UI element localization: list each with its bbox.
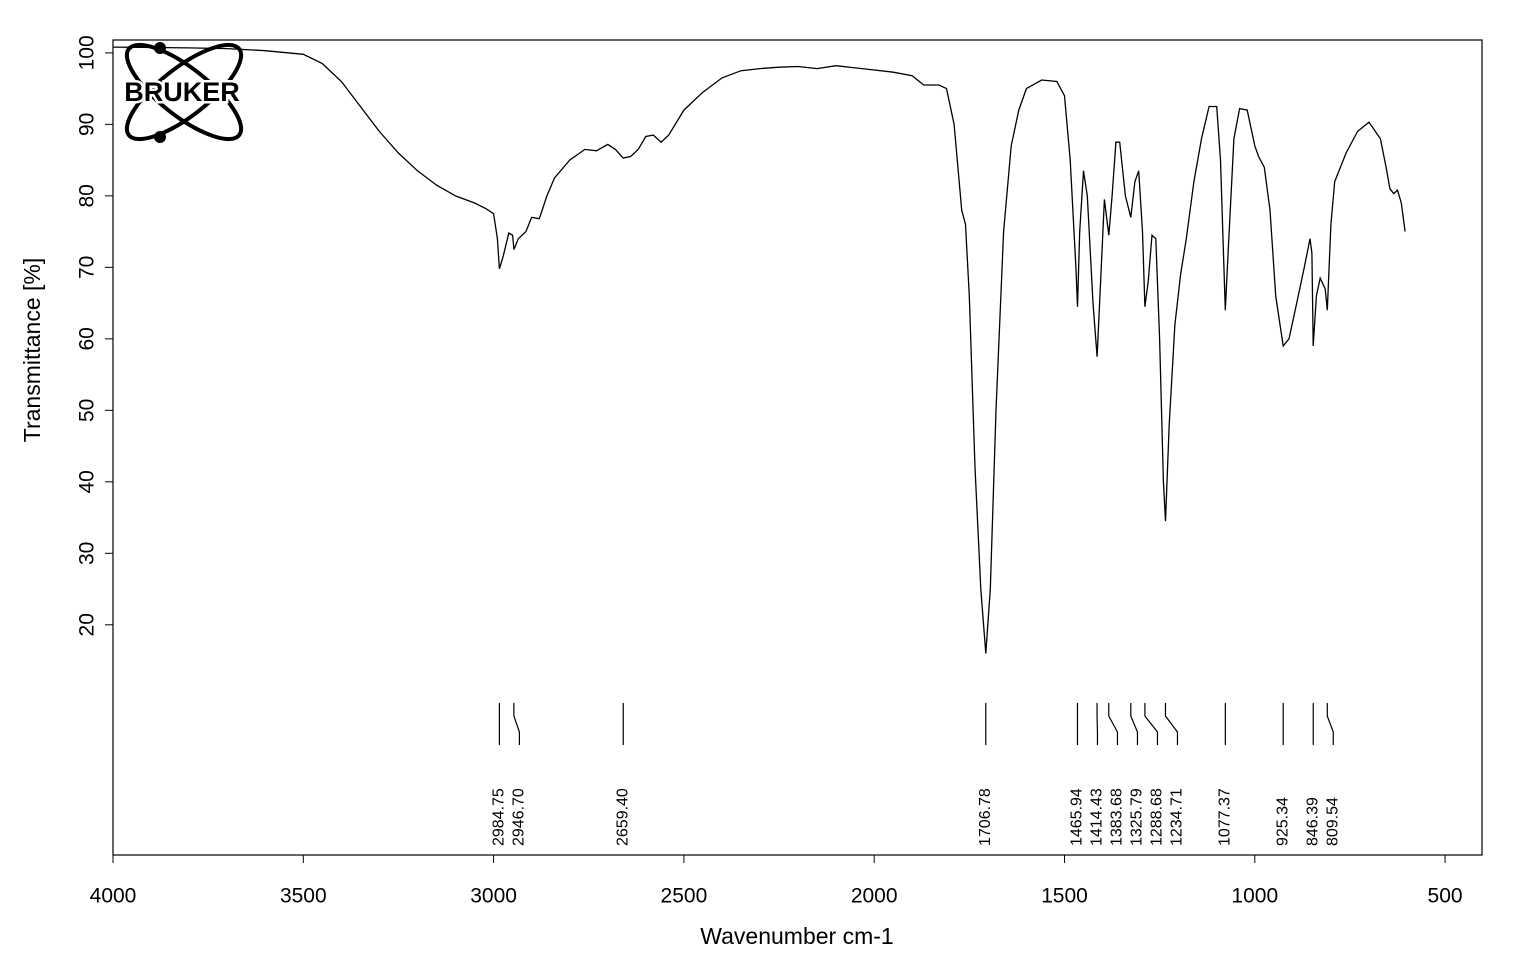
y-tick-label: 90 <box>76 113 99 136</box>
x-tick-label: 4000 <box>90 885 137 908</box>
x-axis-title: Wavenumber cm-1 <box>700 923 893 949</box>
peak-label: 846.39 <box>1304 797 1321 846</box>
peak-label: 1706.78 <box>977 788 994 846</box>
y-tick-label: 80 <box>76 184 99 207</box>
x-tick-label: 3000 <box>470 885 517 908</box>
logo-orbit <box>124 42 244 142</box>
plot-frame <box>112 39 1483 856</box>
x-tick-label: 3500 <box>280 885 327 908</box>
peak-marker <box>1164 703 1179 745</box>
y-tick-label: 40 <box>76 470 99 493</box>
peak-label: 2984.75 <box>491 788 508 846</box>
peak-label: 2659.40 <box>614 788 631 846</box>
peak-label: 809.54 <box>1324 797 1341 846</box>
peak-label: 1383.68 <box>1109 788 1126 846</box>
logo-text: BRUKER <box>124 77 240 107</box>
peak-marker <box>513 703 520 745</box>
peak-label: 1077.37 <box>1217 788 1234 846</box>
x-tick-label: 500 <box>1428 885 1463 908</box>
peak-label: 925.34 <box>1274 797 1291 846</box>
peak-label: 1325.79 <box>1129 788 1146 846</box>
peak-label: 1288.68 <box>1149 788 1166 846</box>
y-tick-label: 30 <box>76 542 99 565</box>
y-tick-label: 70 <box>76 256 99 279</box>
y-tick-label: 50 <box>76 399 99 422</box>
y-tick-label: 60 <box>76 327 99 350</box>
y-tick-label: 100 <box>76 35 99 70</box>
x-tick-label: 1000 <box>1231 885 1278 908</box>
y-tick-label: 20 <box>76 613 99 636</box>
y-axis-title: Transmittance [%] <box>19 258 45 442</box>
peak-marker <box>1326 703 1334 745</box>
peak-marker <box>1144 703 1159 745</box>
peak-marker <box>1108 703 1119 745</box>
x-tick-label: 2000 <box>851 885 898 908</box>
logo-dot <box>154 131 166 143</box>
peak-label: 2946.70 <box>511 788 528 846</box>
peak-label: 1414.43 <box>1089 788 1106 846</box>
peak-label: 1465.94 <box>1069 788 1086 846</box>
x-tick-label: 2500 <box>661 885 708 908</box>
spectrum-line <box>112 46 1406 654</box>
peak-marker <box>1130 703 1139 745</box>
x-tick-label: 1500 <box>1041 885 1088 908</box>
peak-label: 1234.71 <box>1169 788 1186 846</box>
